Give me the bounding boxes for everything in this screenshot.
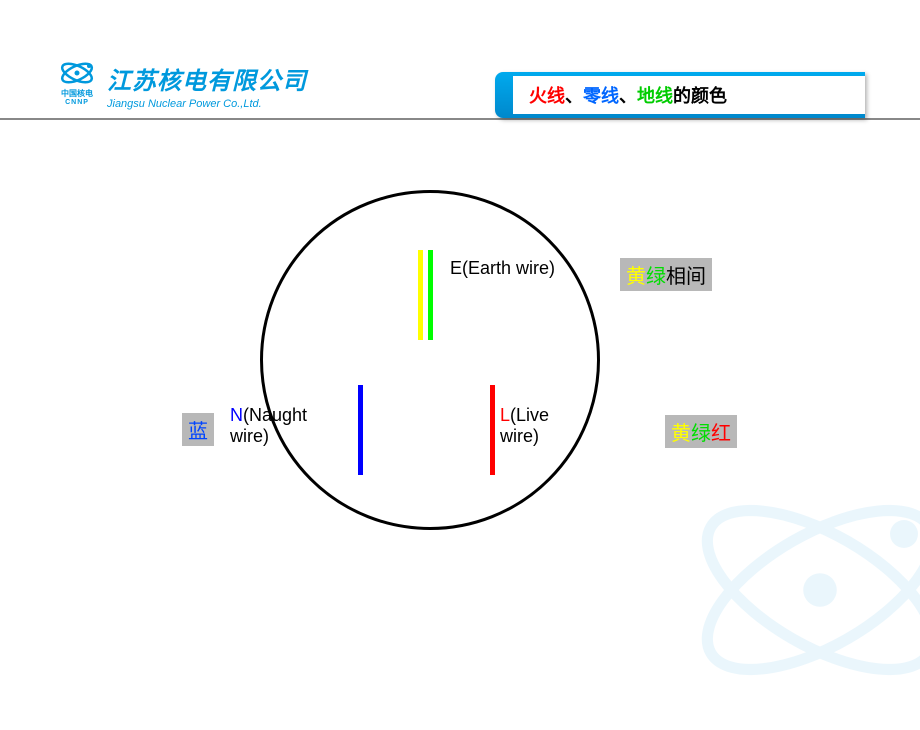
company-name: 江苏核电有限公司 Jiangsu Nuclear Power Co.,Ltd.	[107, 61, 307, 110]
socket-diagram	[260, 190, 600, 530]
logo-area: 中国核电 CNNP 江苏核电有限公司 Jiangsu Nuclear Power…	[55, 60, 307, 110]
live-color-badge: 黄 绿 红	[665, 415, 737, 448]
earth-label-text: (Earth wire)	[462, 258, 555, 278]
company-logo-icon: 中国核电 CNNP	[55, 60, 99, 110]
earth-wire-green-line	[428, 250, 433, 340]
title-bar: 火线 、 零线 、 地线 的颜色	[495, 72, 865, 118]
title-suffix: 的颜色	[673, 82, 727, 108]
title-sep1: 、	[565, 82, 583, 108]
company-name-en: Jiangsu Nuclear Power Co.,Ltd.	[107, 98, 307, 110]
badge-earth-yellow: 黄	[626, 260, 646, 289]
socket-circle	[260, 190, 600, 530]
title-part-live: 火线	[529, 82, 565, 108]
badge-earth-suffix: 相间	[666, 260, 706, 289]
title-part-neutral: 零线	[583, 82, 619, 108]
live-letter: L	[500, 405, 510, 425]
badge-earth-green: 绿	[646, 260, 666, 289]
live-wire-label: L(Live wire)	[500, 405, 570, 447]
slide-title: 火线 、 零线 、 地线 的颜色	[513, 76, 865, 114]
naught-wire-line	[358, 385, 363, 475]
header: 中国核电 CNNP 江苏核电有限公司 Jiangsu Nuclear Power…	[0, 0, 920, 120]
earth-wire-yellow-line	[418, 250, 423, 340]
earth-letter: E	[450, 258, 462, 278]
title-sep2: 、	[619, 82, 637, 108]
naught-wire-label: N(Naught wire)	[230, 405, 320, 447]
live-wire-line	[490, 385, 495, 475]
naught-color-badge: 蓝	[182, 413, 214, 446]
earth-color-badge: 黄 绿 相间	[620, 258, 712, 291]
naught-letter: N	[230, 405, 243, 425]
badge-live-red: 红	[711, 417, 731, 446]
badge-live-yellow: 黄	[671, 417, 691, 446]
title-part-earth: 地线	[637, 82, 673, 108]
company-name-cn: 江苏核电有限公司	[107, 61, 307, 96]
earth-wire-label: E(Earth wire)	[450, 258, 555, 279]
watermark-logo	[680, 450, 920, 730]
badge-live-green: 绿	[691, 417, 711, 446]
logo-sublabel-cn: 中国核电	[61, 88, 93, 99]
badge-naught-blue: 蓝	[188, 415, 208, 444]
logo-sublabel-en: CNNP	[65, 99, 89, 106]
